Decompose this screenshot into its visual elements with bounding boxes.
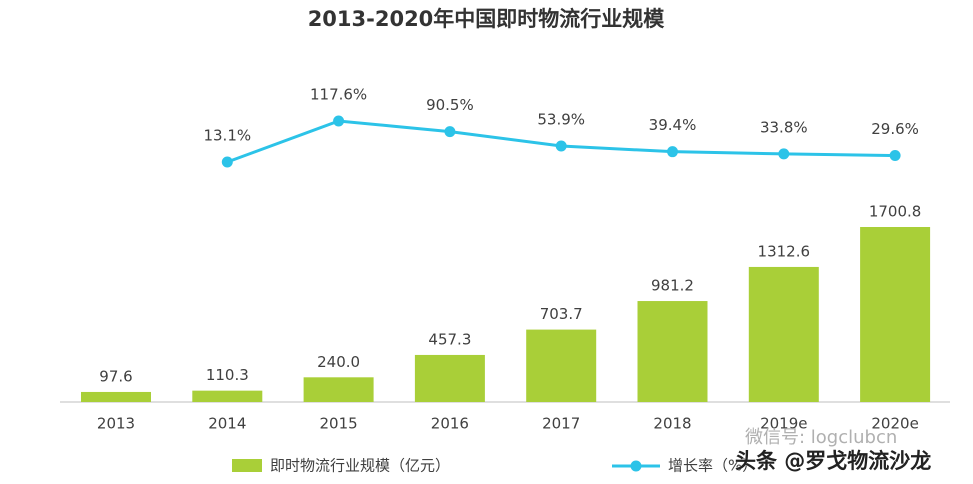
bar-value-label: 97.6: [99, 367, 132, 385]
bar: [748, 266, 819, 402]
line-value-label: 117.6%: [310, 86, 367, 104]
bar-value-label: 703.7: [540, 305, 583, 323]
line-value-label: 13.1%: [203, 127, 251, 145]
line-value-label: 53.9%: [537, 110, 585, 128]
x-tick-label: 2016: [431, 415, 469, 433]
legend-label: 即时物流行业规模（亿元）: [270, 457, 450, 475]
bar-value-label: 1312.6: [758, 242, 811, 260]
line-point: [444, 126, 456, 138]
bar: [81, 391, 151, 402]
x-tick-label: 2014: [208, 415, 246, 433]
line-point: [778, 148, 790, 160]
x-tick-label: 2020e: [871, 415, 918, 433]
watermark: 头条 @罗戈物流沙龙: [735, 449, 931, 473]
bar: [414, 354, 485, 402]
x-tick-label: 2018: [653, 415, 691, 433]
legend-swatch: [630, 460, 642, 472]
bar: [526, 329, 597, 402]
x-tick-label: 2015: [320, 415, 358, 433]
chart-title: 2013-2020年中国即时物流行业规模: [308, 7, 666, 31]
x-tick-label: 2017: [542, 415, 580, 433]
line-point: [555, 140, 567, 152]
watermark: 微信号: logclubcn: [745, 427, 897, 448]
bar: [637, 301, 708, 402]
legend-label: 增长率（%）: [668, 457, 757, 475]
bar: [192, 390, 263, 402]
line-value-label: 90.5%: [426, 96, 474, 114]
bar-value-label: 110.3: [206, 366, 249, 384]
line-point: [667, 146, 678, 158]
line-point: [333, 115, 345, 127]
bar-value-label: 1700.8: [869, 203, 922, 221]
bar-value-label: 240.0: [317, 353, 360, 371]
line-point: [889, 150, 901, 162]
x-tick-label: 2013: [97, 415, 135, 433]
line-value-label: 29.6%: [871, 120, 919, 138]
line-point: [221, 156, 233, 168]
bar-value-label: 457.3: [428, 330, 471, 348]
bar: [303, 377, 374, 402]
bar-value-label: 981.2: [651, 277, 694, 295]
x-tick-label: 2019e: [760, 415, 807, 433]
line-value-label: 33.8%: [760, 118, 808, 136]
bar: [860, 227, 931, 402]
legend-swatch: [232, 459, 262, 472]
line-value-label: 39.4%: [649, 116, 697, 134]
